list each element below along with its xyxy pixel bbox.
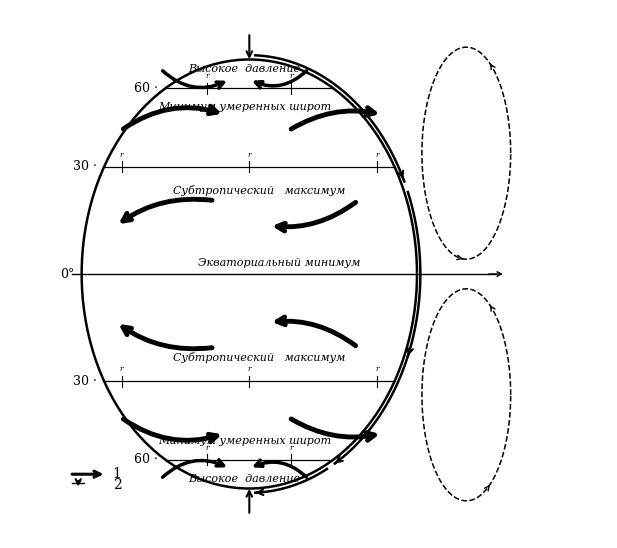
Text: Минимум умеренных широт: Минимум умеренных широт <box>158 102 331 112</box>
Text: r: r <box>247 366 251 373</box>
Text: 60 ·: 60 · <box>135 453 158 466</box>
Text: Высокое  давление: Высокое давление <box>188 474 300 484</box>
Text: 1: 1 <box>113 467 122 481</box>
Text: 0°: 0° <box>60 267 74 281</box>
Text: Субтропический   максимум: Субтропический максимум <box>173 185 346 196</box>
Text: r: r <box>120 151 123 159</box>
Text: 2: 2 <box>113 477 122 492</box>
Text: Высокое  давление: Высокое давление <box>188 64 300 74</box>
Text: r: r <box>120 366 123 373</box>
Text: r: r <box>289 444 293 452</box>
Text: r: r <box>205 72 209 81</box>
Text: r: r <box>205 444 209 452</box>
Text: Субтропический   максимум: Субтропический максимум <box>173 352 346 363</box>
Text: r: r <box>289 72 293 81</box>
Text: 30 ·: 30 · <box>73 375 97 388</box>
Text: Минимум умеренных широт: Минимум умеренных широт <box>158 436 331 446</box>
Text: r: r <box>247 151 251 159</box>
Text: Экваториальный минимум: Экваториальный минимум <box>197 258 360 268</box>
Text: r: r <box>375 151 379 159</box>
Text: r: r <box>375 366 379 373</box>
Text: 30 ·: 30 · <box>73 160 97 173</box>
Text: 60 ·: 60 · <box>135 82 158 95</box>
